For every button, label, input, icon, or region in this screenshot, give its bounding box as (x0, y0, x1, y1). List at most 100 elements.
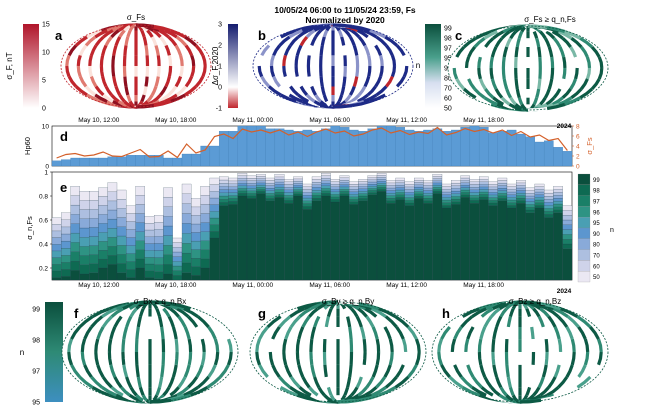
quantile-bar-segment (154, 243, 164, 251)
satellite-track (565, 364, 574, 378)
quantile-bar-segment (61, 226, 71, 235)
x-tick-label: May 11, 00:00 (232, 282, 273, 289)
quantile-bar-segment (386, 200, 396, 204)
satellite-track (577, 364, 587, 378)
satellite-track (498, 302, 511, 311)
quantile-bar-segment (386, 195, 396, 199)
satellite-track (260, 75, 271, 88)
quantile-bar-segment (284, 203, 294, 281)
quantile-bar-segment (265, 198, 275, 201)
quantile-bar-segment (228, 192, 238, 196)
satellite-track (522, 394, 529, 402)
satellite-track (471, 315, 483, 328)
quantile-bar-segment (126, 221, 136, 230)
satellite-track (284, 326, 293, 340)
quantile-bar-segment (107, 237, 118, 247)
quantile-bar-segment (488, 181, 498, 185)
quantile-bar-segment (200, 267, 210, 281)
satellite-track (506, 316, 512, 328)
satellite-track (365, 315, 375, 328)
satellite-track (316, 393, 329, 402)
satellite-track (278, 375, 292, 389)
hp60-bar (413, 131, 424, 167)
quantile-bar-segment (562, 205, 573, 211)
quantile-bar-segment (414, 186, 424, 190)
hp60-bar (256, 125, 266, 167)
satellite-track (70, 364, 81, 378)
quantile-bar-segment (479, 199, 489, 281)
quantile-bar-segment (293, 180, 303, 184)
satellite-track (306, 65, 311, 77)
quantile-bar-segment (70, 242, 80, 252)
quantile-bar-segment (376, 191, 387, 281)
satellite-track (267, 85, 282, 97)
satellite-track (359, 326, 366, 340)
quantile-bar-segment (302, 209, 313, 281)
satellite-track (414, 338, 421, 353)
satellite-track (467, 78, 476, 90)
satellite-track (515, 37, 521, 48)
satellite-track (509, 96, 517, 106)
satellite-track (123, 76, 128, 87)
satellite-track (395, 326, 405, 340)
quantile-bar-segment (553, 192, 563, 196)
quantile-bar-segment (256, 178, 266, 181)
colorbar-tick-label: 99 (444, 26, 452, 33)
satellite-track (170, 302, 192, 311)
quantile-bar-segment (506, 207, 517, 281)
quantile-bar-segment (488, 202, 498, 206)
quantile-bar-segment (126, 205, 136, 214)
quantile-bar-segment (469, 181, 480, 185)
quantile-bar-segment (293, 195, 303, 281)
quantile-bar-segment (51, 237, 62, 245)
satellite-track (125, 376, 133, 389)
legend-label: 99 (593, 178, 600, 184)
satellite-track (453, 364, 463, 378)
quantile-bar-segment (460, 177, 470, 181)
quantile-bar-segment (51, 244, 62, 252)
satellite-track (350, 386, 359, 397)
satellite-track (179, 55, 184, 67)
satellite-track (539, 307, 550, 318)
satellite-track (322, 29, 329, 38)
hp60-bar (423, 129, 433, 167)
satellite-track (390, 54, 397, 67)
map-panel-g: g σ_By ≥ q_n,By (249, 297, 427, 404)
quantile-bar-segment (116, 263, 127, 273)
satellite-track (179, 65, 184, 77)
quantile-bar-segment (339, 180, 350, 183)
satellite-track (140, 29, 146, 38)
satellite-track (379, 55, 384, 67)
satellite-track (537, 46, 542, 58)
satellite-track (299, 36, 309, 47)
satellite-track (552, 37, 562, 48)
satellite-track (363, 76, 371, 88)
quantile-bar-segment (191, 215, 201, 225)
quantile-bar-segment (451, 201, 461, 205)
quantile-bar-segment (98, 250, 108, 260)
satellite-track (201, 54, 207, 67)
quantile-bar-segment (144, 257, 155, 265)
panel-label-h: h (442, 306, 450, 321)
quantile-bar-segment (544, 189, 554, 194)
satellite-track (120, 307, 131, 318)
quantile-bar-segment (553, 212, 563, 281)
satellite-track (577, 326, 587, 340)
quantile-bar-segment (330, 189, 340, 192)
satellite-track (514, 78, 519, 90)
colorbar-a-ticks: 0 5 10 15 (42, 22, 50, 113)
quantile-bar-segment (228, 201, 238, 205)
quantile-bar-segment (349, 199, 359, 202)
quantile-bar-segment (497, 185, 508, 189)
colorbar-tick-label: 2 (218, 43, 222, 50)
satellite-track (206, 375, 222, 389)
satellite-track (350, 307, 359, 318)
y2-tick-label: 4 (576, 144, 580, 151)
satellite-track (317, 386, 326, 397)
satellite-track (342, 76, 347, 87)
legend-swatch (577, 227, 591, 239)
satellite-track (558, 30, 573, 40)
quantile-bar-segment (414, 198, 424, 281)
satellite-track (94, 351, 100, 366)
quantile-bar-segment (98, 196, 108, 206)
